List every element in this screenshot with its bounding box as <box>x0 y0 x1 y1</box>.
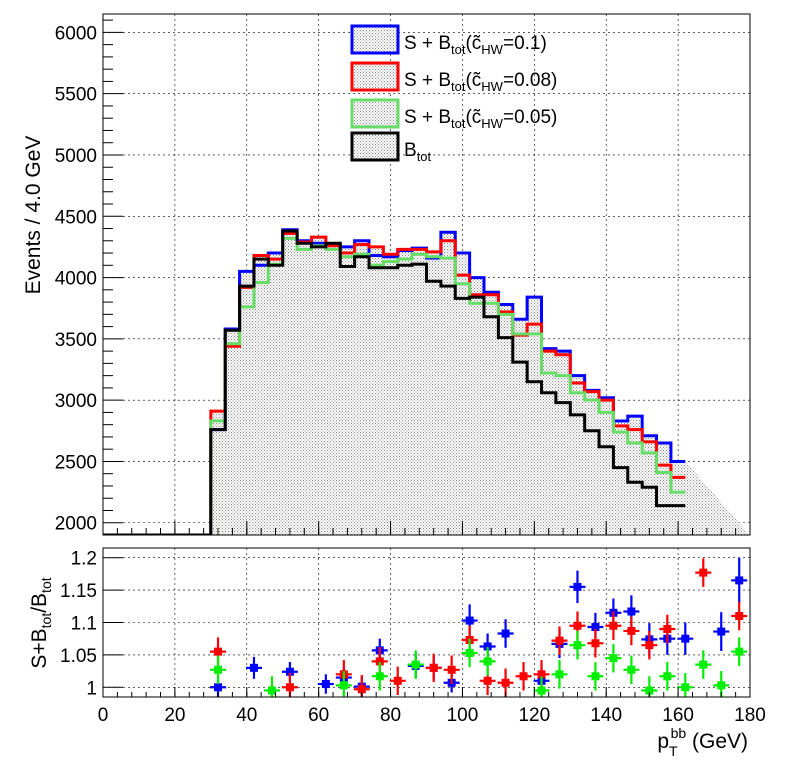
ratio-point-1 <box>551 626 568 655</box>
ratio-point-0 <box>245 656 262 679</box>
ratio-point-0 <box>569 570 586 604</box>
x-axis-title: pTbb (GeV) <box>657 725 748 759</box>
legend-label-cHW-0.08: S + Btot(c̃HW=0.08) <box>404 70 557 94</box>
ratio-x-tick-label: 0 <box>98 705 109 726</box>
top-y-tick-label: 5500 <box>55 85 97 106</box>
ratio-points <box>210 557 748 697</box>
top-y-tick-label: 6000 <box>55 23 97 44</box>
ratio-point-2 <box>210 655 227 685</box>
ratio-point-1 <box>623 616 640 646</box>
top-y-tick-label: 4000 <box>55 269 97 290</box>
ratio-point-2 <box>623 655 640 685</box>
ratio-x-tick-label: 120 <box>518 705 550 726</box>
ratio-point-2 <box>407 650 424 679</box>
ratio-y-tick-label: 1.15 <box>60 581 97 602</box>
ratio-y-tick-label: 1.1 <box>71 614 97 635</box>
hist-line-3 <box>103 229 686 535</box>
ratio-point-2 <box>551 660 568 689</box>
legend-label-cHW-0.1: S + Btot(c̃HW=0.1) <box>404 33 547 57</box>
ratio-point-1 <box>731 601 748 631</box>
ratio-grid <box>102 548 751 697</box>
ratio-point-2 <box>569 630 586 660</box>
ratio-point-2 <box>335 671 352 697</box>
ratio-point-1 <box>695 558 712 587</box>
top-y-tick-label: 3500 <box>55 330 97 351</box>
ratio-point-2 <box>695 650 712 679</box>
ratio-x-tick-label: 60 <box>308 705 329 726</box>
ratio-x-tick-label: 140 <box>590 705 622 726</box>
legend-label-cHW-0.05: S + Btot(c̃HW=0.05) <box>404 107 557 131</box>
legend-swatch-cHW-0.1 <box>350 24 400 55</box>
ratio-point-0 <box>497 619 514 648</box>
ratio-point-2 <box>659 662 676 691</box>
top-y-tick-label: 4500 <box>55 207 97 228</box>
ratio-point-1 <box>605 611 622 640</box>
ratio-point-2 <box>479 647 496 676</box>
ratio-point-2 <box>641 676 658 697</box>
ratio-point-1 <box>443 655 460 685</box>
ratio-point-2 <box>605 643 622 673</box>
ratio-point-1 <box>515 662 532 691</box>
ratio-point-0 <box>677 622 694 655</box>
ratio-point-2 <box>731 637 748 666</box>
top-histogram <box>103 228 750 535</box>
ratio-point-1 <box>641 630 658 660</box>
ratio-point-2 <box>263 676 280 697</box>
ratio-y-tick-label: 1.2 <box>71 549 97 570</box>
ratio-point-1 <box>587 628 604 658</box>
top-y-tick-label: 3000 <box>55 391 97 412</box>
ratio-y-tick-label: 1.05 <box>60 646 97 667</box>
legend-swatch-cHW-0.05 <box>350 98 400 129</box>
ratio-x-tick-label: 180 <box>734 705 766 726</box>
legend-label-btot: Btot <box>404 140 432 164</box>
hist-line-1 <box>103 231 686 535</box>
ratio-point-2 <box>533 676 550 697</box>
top-y-tick-label: 5000 <box>55 146 97 167</box>
ratio-point-2 <box>461 638 478 668</box>
ratio-x-tick-label: 20 <box>164 705 185 726</box>
ratio-point-1 <box>659 614 676 644</box>
ratio-y-tick-label: 1 <box>86 678 97 699</box>
legend: S + Btot(c̃HW=0.1) S + Btot(c̃HW=0.08) S… <box>350 24 557 164</box>
top-axis-ticks: 2000 2500 3000 3500 4000 4500 5000 5500 6000 <box>55 19 751 536</box>
ratio-point-0 <box>713 612 730 652</box>
top-y-tick-label: 2500 <box>55 452 97 473</box>
ratio-point-2 <box>587 662 604 691</box>
top-plot-frame <box>102 13 751 536</box>
top-y-axis-title-text: Events / 4.0 GeV <box>22 136 45 295</box>
ratio-axis-ticks: 0 20 40 60 80 100 120 140 160 180 1 1.05 1.1 1.15 1.2 <box>60 549 766 726</box>
ratio-point-2 <box>371 662 388 691</box>
ratio-y-axis-title: S+Btot/Btot <box>28 577 54 668</box>
ratio-x-tick-label: 80 <box>380 705 401 726</box>
ratio-point-1 <box>389 666 406 696</box>
ratio-point-1 <box>425 653 442 683</box>
ratio-plot-frame <box>102 547 751 698</box>
ratio-point-0 <box>731 557 748 604</box>
top-y-axis-title: Events / 4.0 GeV <box>22 136 45 295</box>
top-y-tick-label: 2000 <box>55 514 97 535</box>
ratio-point-1 <box>353 674 370 697</box>
hist-fill-3 <box>103 230 750 535</box>
ratio-point-0 <box>317 674 334 694</box>
ratio-x-tick-label: 100 <box>447 705 479 726</box>
legend-swatch-btot <box>350 131 400 162</box>
ratio-x-tick-label: 40 <box>236 705 257 726</box>
legend-swatch-cHW-0.08 <box>350 61 400 92</box>
ratio-x-tick-label: 160 <box>662 705 694 726</box>
